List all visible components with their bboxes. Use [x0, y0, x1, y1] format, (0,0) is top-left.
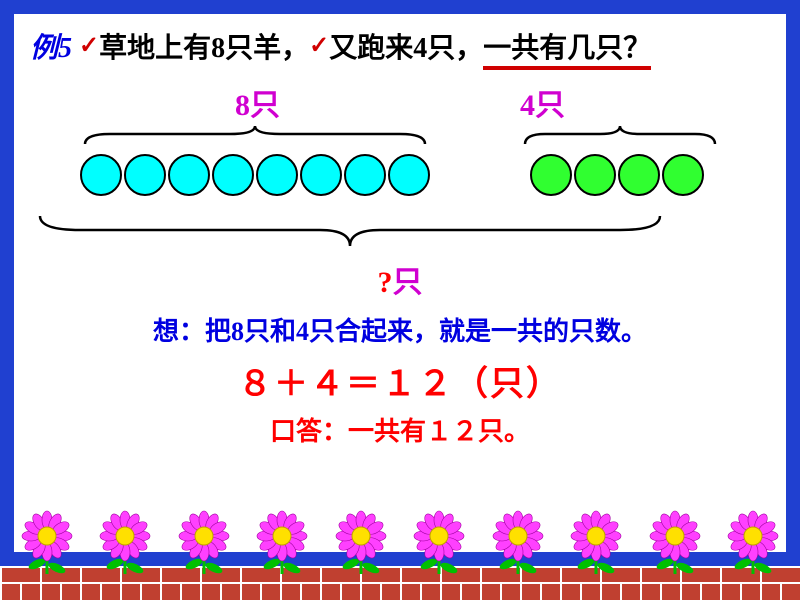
circle-item	[212, 154, 254, 196]
circle-item	[80, 154, 122, 196]
flower-icon	[329, 510, 393, 580]
footer-decoration	[0, 508, 800, 600]
group-labels: 8只 4只	[30, 80, 770, 124]
check-icon: ✓	[79, 33, 99, 59]
check-icon: ✓	[309, 33, 329, 59]
circle-item	[256, 154, 298, 196]
flower-icon	[721, 510, 785, 580]
group1-label: 8只	[235, 80, 280, 124]
circle-item	[662, 154, 704, 196]
circle-item	[344, 154, 386, 196]
brace-total	[30, 214, 670, 250]
circle-item	[388, 154, 430, 196]
equation: ８＋４＝１２（只）	[30, 356, 770, 405]
circle-item	[168, 154, 210, 196]
brace-group2	[520, 124, 720, 146]
flower-icon	[15, 510, 79, 580]
flower-icon	[643, 510, 707, 580]
flower-icon	[564, 510, 628, 580]
flower-row	[0, 510, 800, 580]
flower-icon	[486, 510, 550, 580]
flower-icon	[250, 510, 314, 580]
question-unit: 只	[393, 266, 423, 299]
title-part1: 草地上有8只羊，	[99, 33, 309, 64]
problem-title: 例5 ✓草地上有8只羊，✓又跑来4只，一共有几只？	[30, 26, 770, 66]
question-label: ?只	[30, 257, 770, 301]
circle-item	[300, 154, 342, 196]
answer-text: 口答：一共有１２只。	[30, 411, 770, 448]
circles-group1	[80, 154, 430, 196]
circle-item	[124, 154, 166, 196]
title-question: 一共有几只？	[483, 33, 651, 70]
group2-label: 4只	[520, 80, 565, 124]
circle-diagram	[80, 124, 720, 214]
think-text: 想：把8只和4只合起来，就是一共的只数。	[30, 311, 770, 348]
flower-icon	[172, 510, 236, 580]
circle-item	[574, 154, 616, 196]
flower-icon	[407, 510, 471, 580]
question-mark: ?	[378, 266, 393, 299]
circle-item	[530, 154, 572, 196]
title-part2: 又跑来4只，	[329, 33, 483, 64]
circles-group2	[530, 154, 704, 196]
example-label: 例5	[30, 33, 72, 64]
brace-group1	[80, 124, 430, 146]
flower-icon	[93, 510, 157, 580]
circle-item	[618, 154, 660, 196]
